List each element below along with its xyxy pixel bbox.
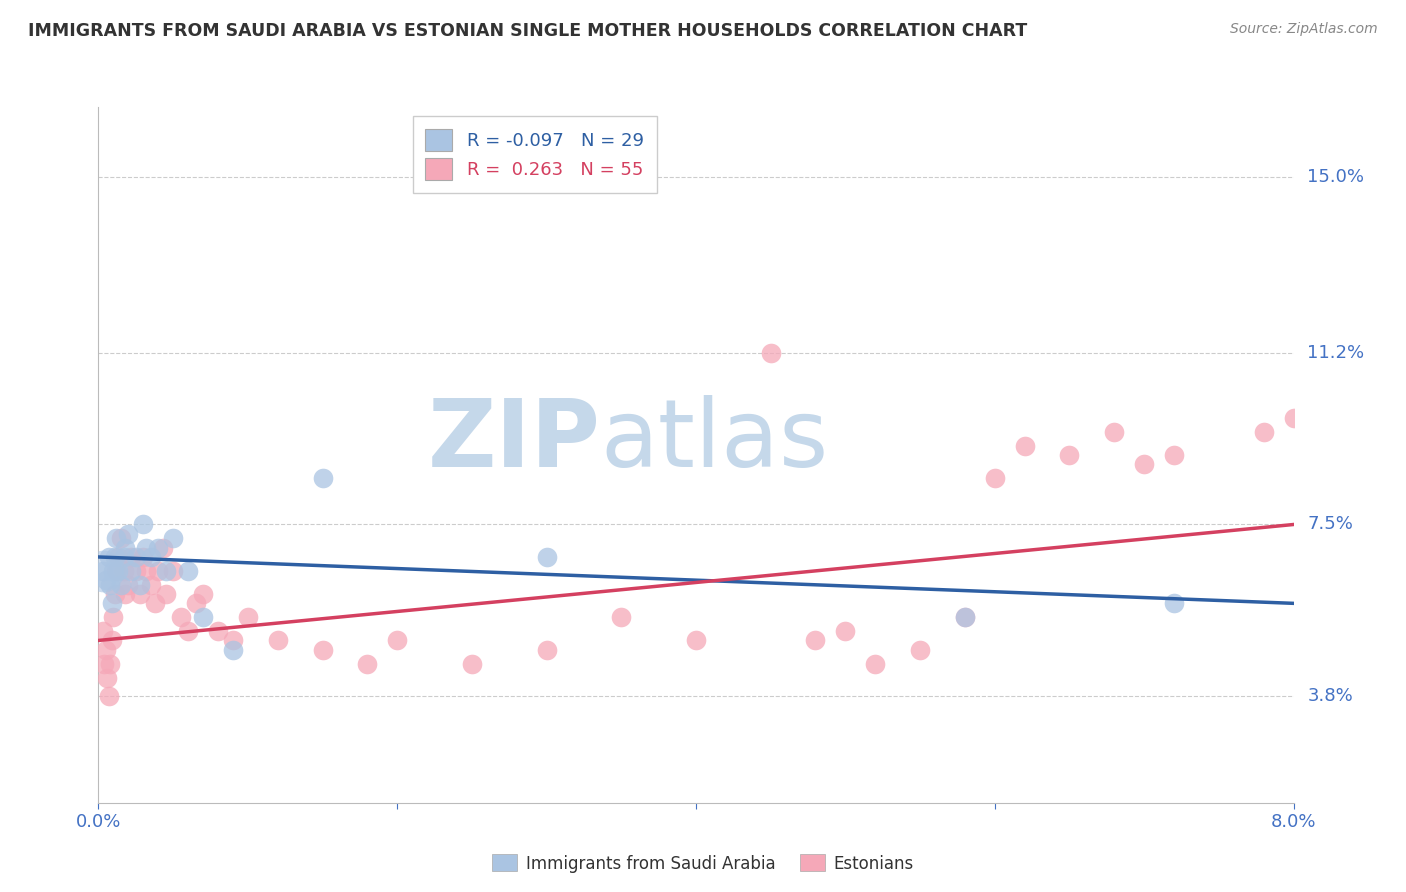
Text: 7.5%: 7.5% (1308, 516, 1354, 533)
Point (117, 526, 139, 541)
Point (143, 596, 166, 610)
Point (536, 642, 558, 657)
Point (162, 564, 184, 578)
Point (94, 573, 117, 587)
Point (98, 657, 122, 671)
Point (834, 624, 856, 639)
Point (311, 471, 333, 485)
Point (117, 578, 139, 592)
Point (103, 610, 125, 624)
Point (114, 541, 136, 555)
Point (110, 532, 132, 546)
Point (125, 549, 148, 564)
Point (207, 624, 229, 639)
Point (91, 564, 114, 578)
Point (267, 633, 290, 648)
Point (107, 564, 129, 578)
Point (97, 689, 120, 703)
Point (177, 624, 200, 639)
Point (1014, 439, 1036, 453)
Point (107, 549, 129, 564)
Legend: R = -0.097   N = 29, R =  0.263   N = 55: R = -0.097 N = 29, R = 0.263 N = 55 (413, 116, 657, 193)
Point (236, 610, 259, 624)
Point (177, 564, 200, 578)
Point (135, 564, 157, 578)
Point (1133, 457, 1156, 471)
Point (91, 624, 114, 639)
Point (129, 578, 152, 592)
Text: IMMIGRANTS FROM SAUDI ARABIA VS ESTONIAN SINGLE MOTHER HOUSEHOLDS CORRELATION CH: IMMIGRANTS FROM SAUDI ARABIA VS ESTONIAN… (28, 22, 1028, 40)
Point (101, 596, 124, 610)
Legend: Immigrants from Saudi Arabia, Estonians: Immigrants from Saudi Arabia, Estonians (485, 847, 921, 880)
Point (162, 532, 184, 546)
Point (120, 549, 142, 564)
Text: ZIP: ZIP (427, 395, 600, 487)
Point (155, 564, 177, 578)
Point (125, 564, 148, 578)
Point (105, 532, 128, 546)
Point (148, 541, 170, 555)
Point (152, 541, 174, 555)
Point (114, 587, 136, 601)
Text: 11.2%: 11.2% (1308, 344, 1365, 362)
Point (461, 657, 484, 671)
Point (1102, 425, 1125, 439)
Point (1059, 448, 1081, 462)
Point (191, 587, 214, 601)
Point (139, 578, 162, 592)
Point (804, 633, 827, 648)
Point (953, 610, 976, 624)
Point (105, 564, 128, 578)
Point (610, 610, 633, 624)
Point (104, 587, 127, 601)
Text: 15.0%: 15.0% (1308, 168, 1364, 186)
Point (908, 642, 931, 657)
Point (93, 657, 115, 671)
Point (222, 633, 245, 648)
Point (983, 471, 1005, 485)
Point (139, 549, 162, 564)
Point (120, 564, 142, 578)
Point (1282, 410, 1305, 425)
Point (97, 549, 120, 564)
Point (110, 578, 132, 592)
Point (169, 610, 191, 624)
Point (98, 578, 122, 592)
Point (385, 633, 409, 648)
Point (132, 549, 155, 564)
Point (759, 346, 782, 360)
Point (101, 633, 124, 648)
Point (863, 657, 886, 671)
Point (953, 610, 976, 624)
Point (356, 657, 378, 671)
Point (112, 549, 135, 564)
Point (311, 642, 333, 657)
Point (129, 587, 152, 601)
Point (155, 587, 177, 601)
Text: atlas: atlas (600, 395, 828, 487)
Point (103, 564, 125, 578)
Point (685, 633, 707, 648)
Point (132, 517, 155, 532)
Point (96, 671, 118, 685)
Point (184, 596, 207, 610)
Text: Source: ZipAtlas.com: Source: ZipAtlas.com (1230, 22, 1378, 37)
Point (135, 541, 157, 555)
Point (91, 564, 114, 578)
Point (191, 610, 214, 624)
Point (1163, 596, 1185, 610)
Point (1163, 448, 1185, 462)
Point (536, 549, 558, 564)
Point (222, 642, 245, 657)
Point (148, 564, 170, 578)
Text: 3.8%: 3.8% (1308, 687, 1353, 705)
Point (104, 549, 127, 564)
Point (1253, 425, 1275, 439)
Point (94, 642, 117, 657)
Point (112, 564, 135, 578)
